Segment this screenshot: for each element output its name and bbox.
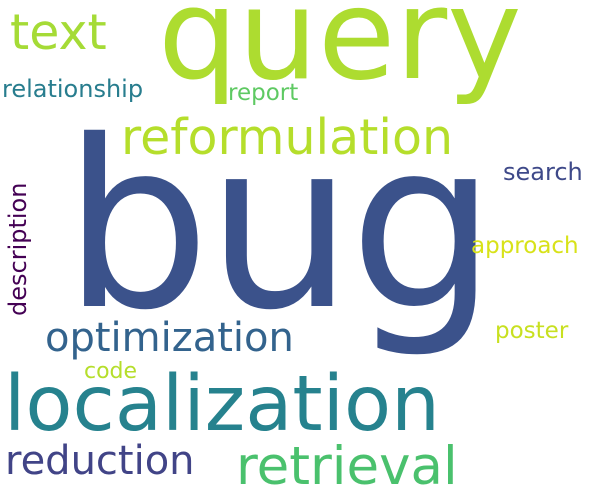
word-text: text <box>10 4 107 61</box>
word-approach: approach <box>471 233 579 259</box>
word-search: search <box>503 158 583 186</box>
word-bug: bug <box>63 91 497 361</box>
word-retrieval: retrieval <box>236 436 458 497</box>
word-poster: poster <box>495 318 569 344</box>
word-localization: localization <box>4 360 440 449</box>
word-reduction: reduction <box>5 438 195 484</box>
word-relationship: relationship <box>2 75 144 103</box>
word-reformulation: reformulation <box>121 109 454 166</box>
word-optimization: optimization <box>45 315 294 361</box>
word-query: query <box>158 0 522 108</box>
word-report: report <box>228 80 299 106</box>
word-code: code <box>84 359 138 384</box>
word-description: description <box>4 182 32 316</box>
